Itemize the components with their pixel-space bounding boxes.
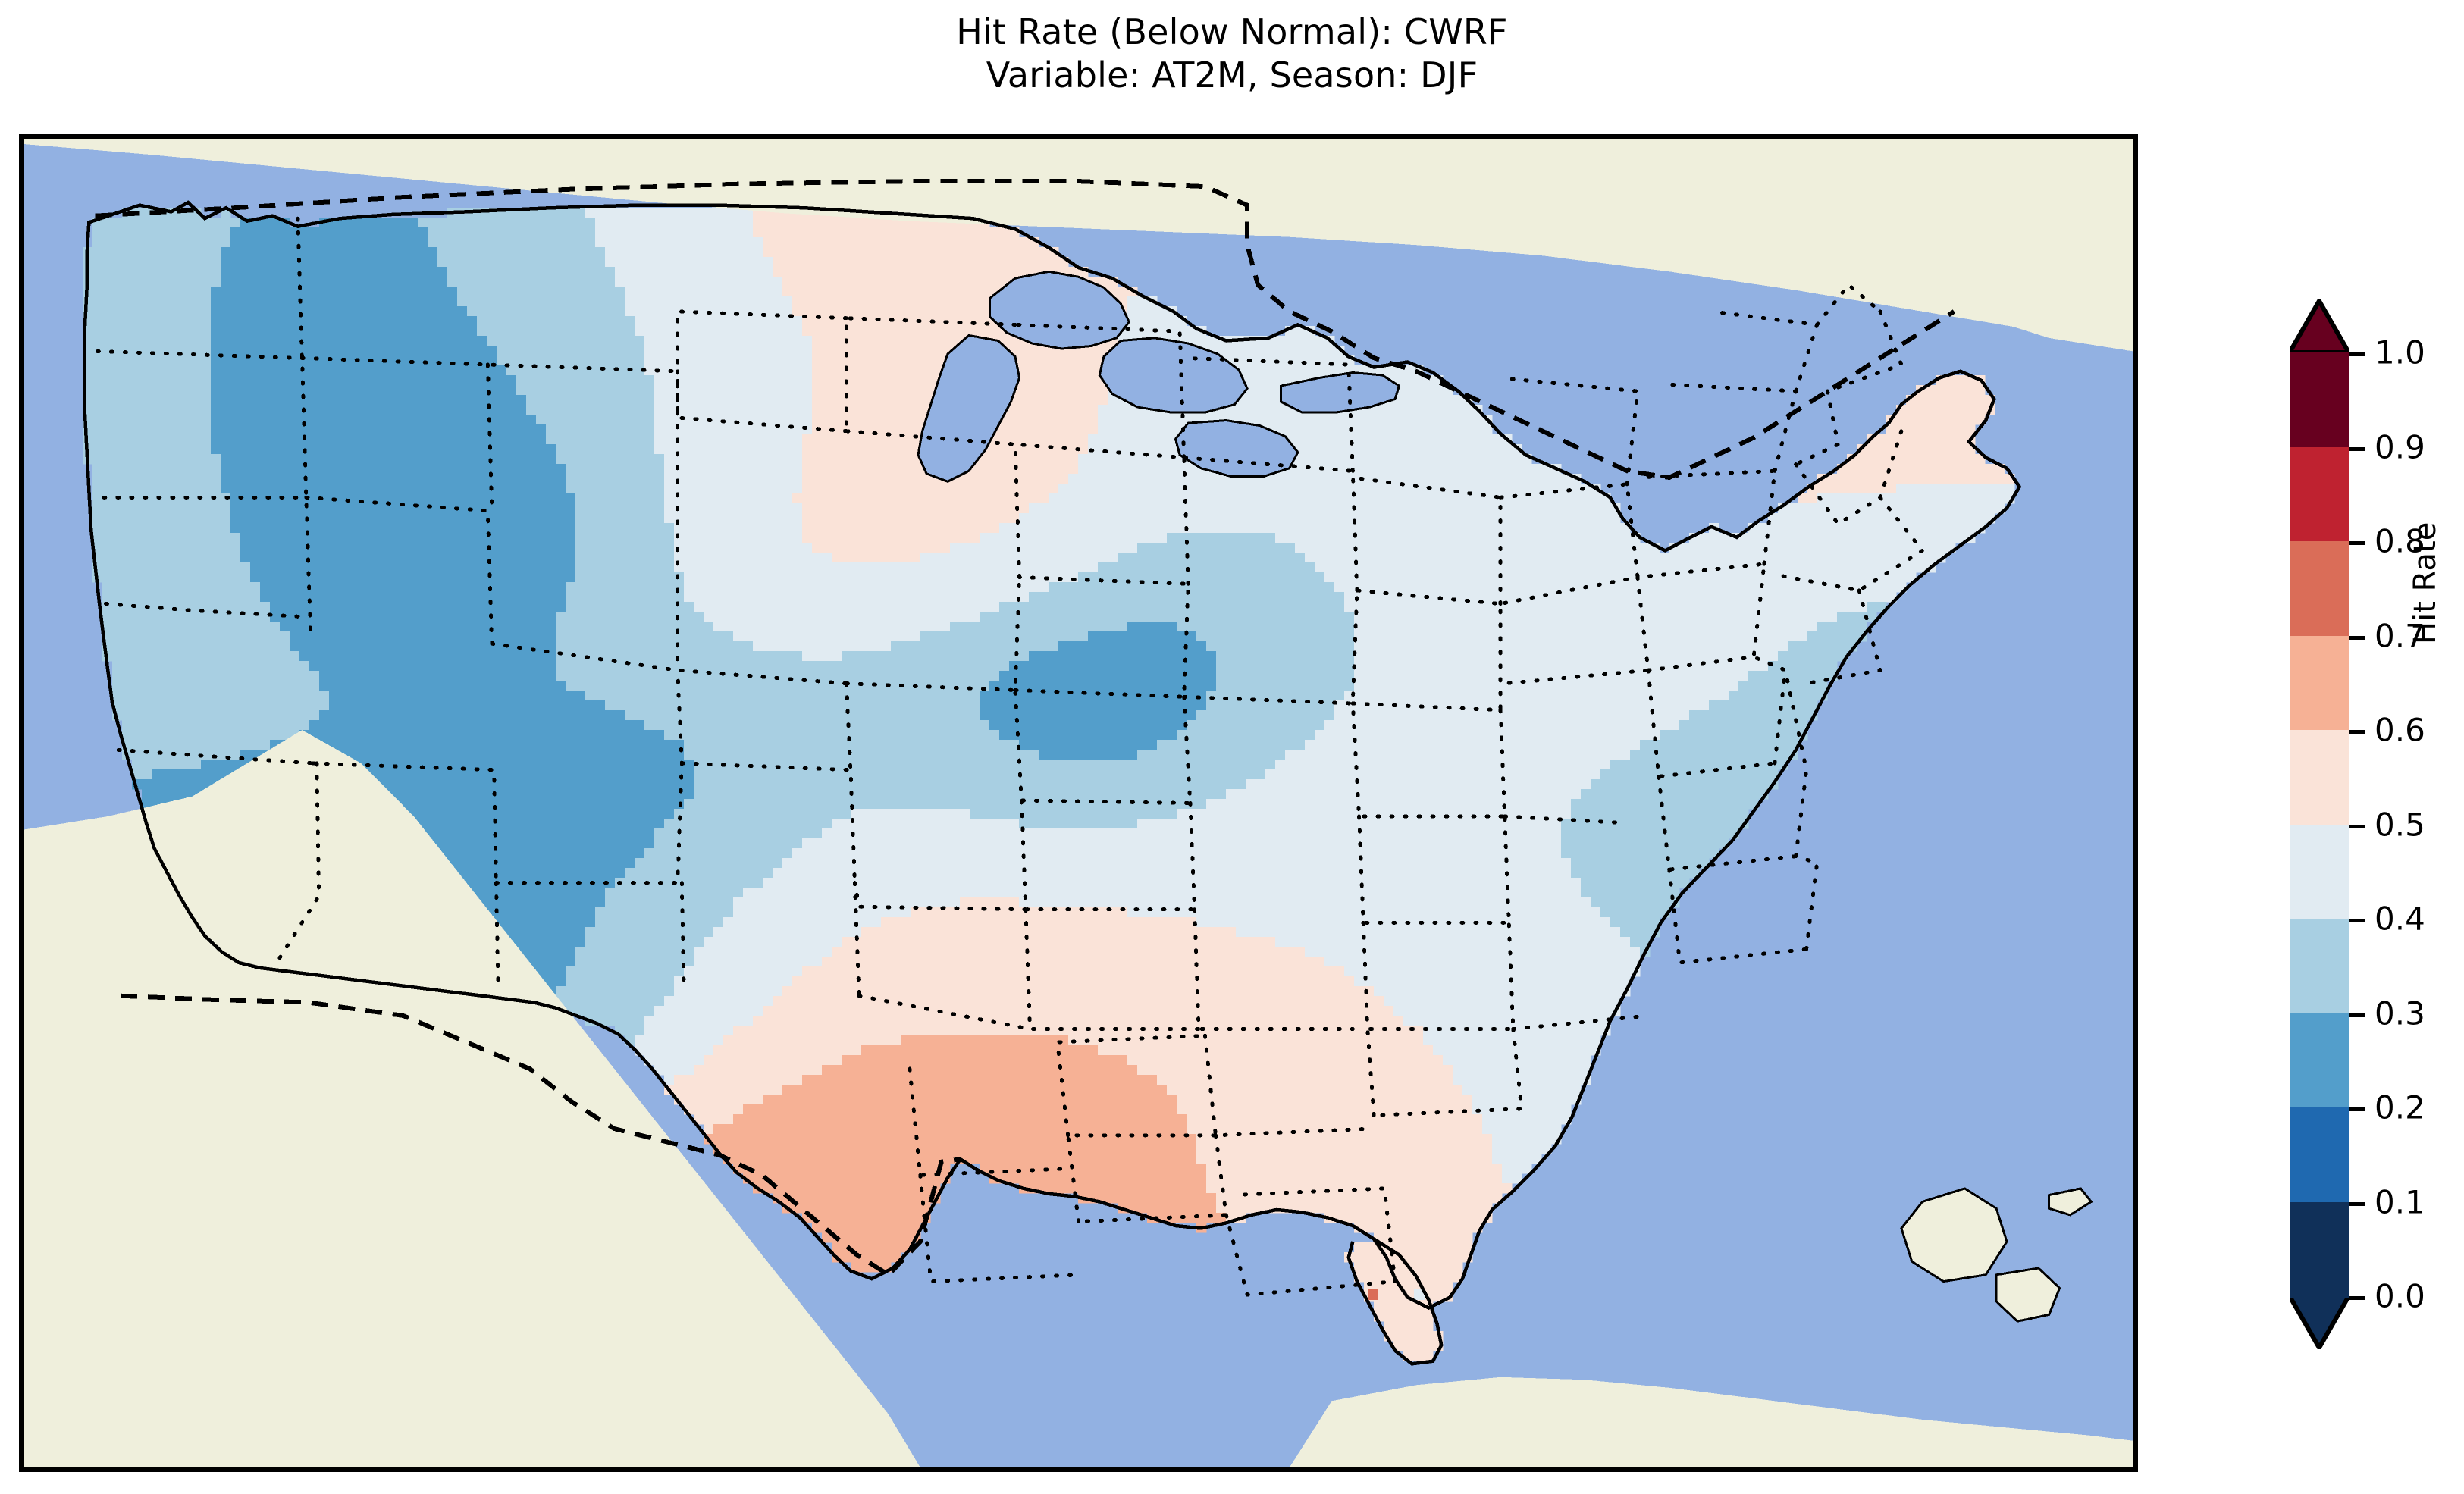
- colorbar-band: [2290, 446, 2349, 543]
- colorbar-tick: [2349, 352, 2365, 356]
- us-canada-border: [95, 179, 1956, 481]
- key-west-cell: [1367, 1289, 1378, 1301]
- colorbar-tick: [2349, 635, 2365, 640]
- colorbar-tick-label: 1.0: [2375, 334, 2425, 371]
- colorbar-band: [2290, 541, 2349, 637]
- colorbar-axis-label: Hit Rate: [2408, 521, 2443, 644]
- colorbar-tick: [2349, 730, 2365, 734]
- colorbar-tick: [2349, 1296, 2365, 1300]
- colorbar-body: 1.0 0.9 0.8 0.7 0.6 0.5 0.4 0.3 0.2 0.1 0.0: [2290, 352, 2425, 1298]
- colorbar-band: [2290, 919, 2349, 1014]
- key-west-cell: [1390, 1289, 1402, 1301]
- chart-title-block: Hit Rate (Below Normal): CWRF Variable: …: [0, 0, 2464, 97]
- key-west-cell: [1413, 1289, 1425, 1301]
- colorbar-tick-label: 0.2: [2375, 1088, 2425, 1126]
- colorbar-tick-label: 0.3: [2375, 994, 2425, 1032]
- us-mexico-border: [120, 993, 961, 1278]
- colorbar-band: [2290, 635, 2349, 731]
- colorbar-band: [2290, 1201, 2349, 1298]
- colorbar-tick-label: 0.8: [2375, 522, 2425, 560]
- great-lake: [917, 334, 1021, 483]
- colorbar-tick: [2349, 824, 2365, 828]
- colorbar-tick: [2349, 446, 2365, 451]
- colorbar-tick-label: 0.9: [2375, 428, 2425, 465]
- colorbar-tick-label: 0.1: [2375, 1183, 2425, 1220]
- great-lake: [989, 270, 1131, 350]
- colorbar-over-arrow: [2290, 299, 2349, 352]
- colorbar-band: [2290, 352, 2349, 448]
- map-plot-area: [19, 134, 2138, 1472]
- colorbar-band: [2290, 1107, 2349, 1203]
- colorbar-tick-label: 0.5: [2375, 806, 2425, 843]
- colorbar-tick-label: 0.6: [2375, 711, 2425, 749]
- us-coastline: [83, 200, 2022, 1311]
- great-lake: [1280, 371, 1401, 414]
- colorbar-tick: [2349, 1201, 2365, 1206]
- colorbar-band: [2290, 730, 2349, 825]
- field-cells: [83, 208, 2015, 1361]
- colorbar-tick: [2349, 1013, 2365, 1017]
- colorbar-tick: [2349, 1107, 2365, 1111]
- colorbar-tick-label: 0.0: [2375, 1277, 2425, 1315]
- colorbar-tick: [2349, 541, 2365, 545]
- colorbar-band: [2290, 824, 2349, 920]
- colorbar-tick-label: 0.4: [2375, 900, 2425, 938]
- colorbar-tick: [2349, 919, 2365, 922]
- colorbar-tick-label: 0.7: [2375, 617, 2425, 654]
- title-line-primary: Hit Rate (Below Normal): CWRF: [956, 11, 1508, 52]
- hit-rate-field: [24, 139, 2133, 1467]
- great-lake: [1098, 337, 1249, 414]
- title-line-secondary: Variable: AT2M, Season: DJF: [986, 55, 1478, 96]
- colorbar: 1.0 0.9 0.8 0.7 0.6 0.5 0.4 0.3 0.2 0.1 0.0 Hit Ra…: [2259, 250, 2464, 1410]
- colorbar-band: [2290, 1013, 2349, 1109]
- state-borders: [95, 216, 1926, 1297]
- great-lake: [1174, 419, 1299, 478]
- colorbar-under-arrow: [2290, 1296, 2349, 1349]
